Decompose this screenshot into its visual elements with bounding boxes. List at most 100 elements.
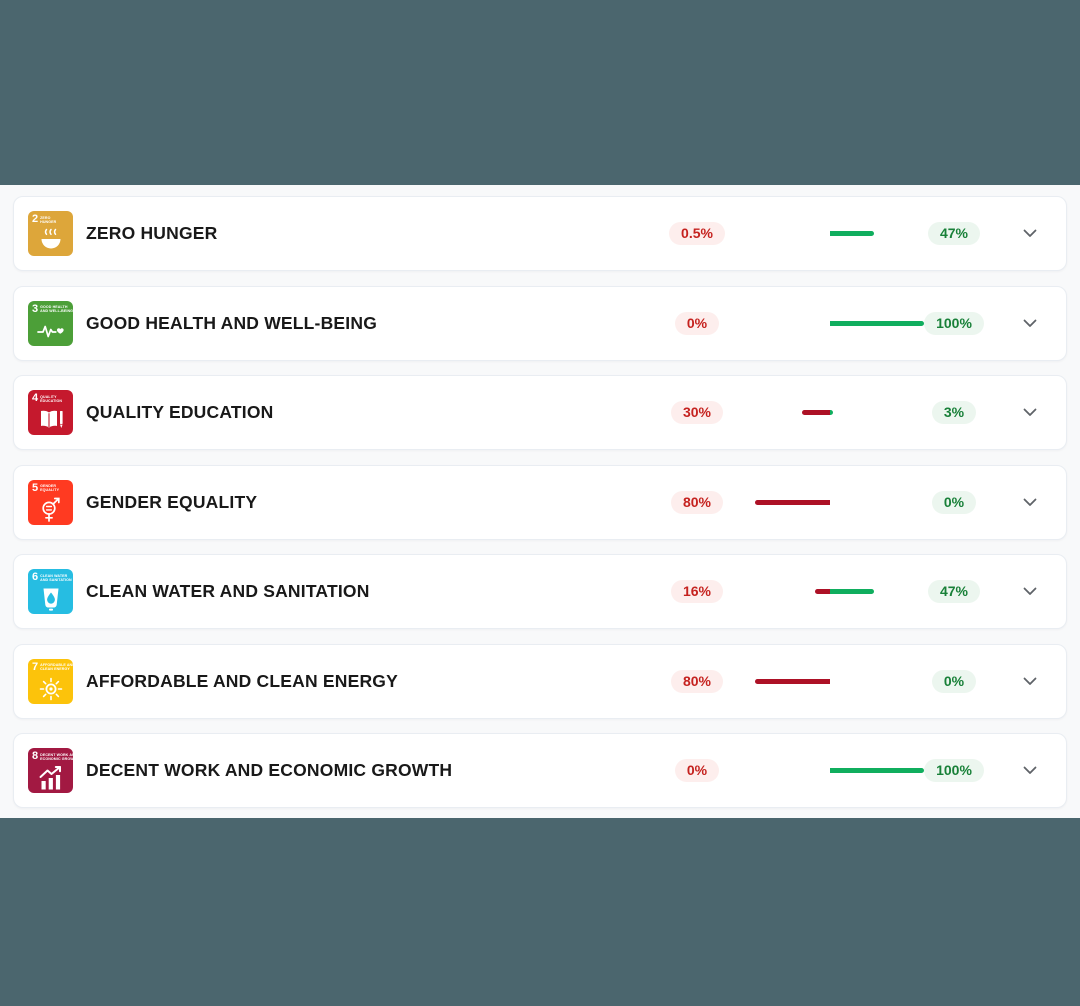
negative-bar-track: [736, 410, 830, 415]
chevron-down-icon: [1023, 229, 1037, 237]
negative-bar-segment: [754, 678, 830, 684]
progress-bar: [736, 645, 924, 718]
negative-percent-column: 30%: [649, 376, 745, 449]
expand-row-button[interactable]: [1014, 197, 1046, 270]
chevron-down-icon: [1023, 498, 1037, 506]
sdg-number: 8: [32, 750, 39, 762]
negative-percent-badge: 30%: [670, 401, 724, 424]
positive-percent-column: 100%: [906, 287, 1002, 360]
expand-row-button[interactable]: [1014, 466, 1046, 539]
positive-percent-column: 0%: [906, 466, 1002, 539]
progress-bar: [736, 466, 924, 539]
positive-percent-badge: 100%: [924, 311, 984, 335]
sdg-goal-row[interactable]: 4 QUALITY EDUCATION QUALITY EDUCATION 30%…: [13, 375, 1067, 450]
sdg-pictogram-icon: [36, 407, 66, 433]
negative-percent-column: 0%: [649, 734, 745, 807]
sdg-goal-row[interactable]: 7 AFFORDABLE AND CLEAN ENERGY AFFORDABLE …: [13, 643, 1067, 719]
positive-bar-segment: [830, 231, 875, 236]
expand-row-button[interactable]: [1014, 287, 1046, 360]
chevron-down-icon: [1023, 766, 1037, 774]
sdg-number: 2: [32, 213, 39, 225]
sdg-pictogram-icon: [36, 497, 66, 523]
goal-title: CLEAN WATER AND SANITATION: [86, 581, 370, 601]
progress-bar: [736, 376, 924, 449]
sdg-pictogram-icon: [36, 676, 66, 702]
negative-percent-column: 80%: [649, 466, 745, 539]
sdg-icon-label: GOOD HEALTH AND WELL-BEING: [40, 305, 73, 314]
negative-percent-column: 80%: [649, 645, 745, 718]
positive-percent-badge: 0%: [931, 669, 977, 693]
negative-bar-track: [736, 678, 830, 684]
negative-percent-badge: 0%: [674, 759, 720, 782]
negative-bar-track: [736, 231, 830, 236]
negative-percent-column: 16%: [649, 555, 745, 628]
positive-bar-track: [830, 320, 924, 326]
negative-percent-badge: 16%: [670, 580, 724, 603]
sdg-goal-row[interactable]: 3 GOOD HEALTH AND WELL-BEING GOOD HEALTH …: [13, 285, 1067, 361]
positive-percent-column: 100%: [906, 734, 1002, 807]
negative-percent-badge: 0%: [674, 311, 720, 335]
negative-percent-column: 0.5%: [649, 197, 745, 270]
positive-percent-badge: 47%: [927, 222, 981, 245]
negative-bar-track: [736, 589, 830, 594]
negative-percent-badge: 0.5%: [669, 222, 725, 245]
negative-percent-badge: 80%: [670, 490, 724, 514]
sdg-pictogram-icon: [36, 318, 66, 344]
negative-bar-track: [736, 768, 830, 773]
sdg-number: 7: [32, 660, 39, 673]
negative-bar-track: [736, 321, 830, 326]
expand-row-button[interactable]: [1014, 734, 1046, 807]
sdg-number: 5: [32, 481, 39, 494]
positive-percent-column: 0%: [906, 645, 1002, 718]
bottom-band: [0, 818, 1080, 1006]
sdg-icon-label: AFFORDABLE AND CLEAN ENERGY: [40, 663, 73, 672]
expand-row-button[interactable]: [1014, 555, 1046, 628]
negative-percent-badge: 80%: [670, 669, 724, 693]
positive-percent-badge: 3%: [931, 401, 977, 424]
expand-row-button[interactable]: [1014, 645, 1046, 718]
progress-bar: [736, 197, 924, 270]
positive-percent-badge: 0%: [931, 490, 977, 514]
negative-percent-column: 0%: [649, 287, 745, 360]
positive-percent-column: 47%: [906, 197, 1002, 270]
positive-percent-column: 3%: [906, 376, 1002, 449]
progress-bar: [736, 734, 924, 807]
sdg-3-icon: 3 GOOD HEALTH AND WELL-BEING: [28, 300, 73, 346]
sdg-pictogram-icon: [36, 765, 66, 791]
goal-title: DECENT WORK AND ECONOMIC GROWTH: [86, 760, 453, 780]
goal-title: ZERO HUNGER: [86, 223, 218, 243]
sdg-pictogram-icon: [36, 228, 66, 254]
chevron-down-icon: [1023, 319, 1037, 327]
sdg-number: 4: [32, 392, 39, 404]
sdg-icon-label: GENDER EQUALITY: [40, 484, 60, 493]
sdg-7-icon: 7 AFFORDABLE AND CLEAN ENERGY: [28, 658, 73, 704]
chevron-down-icon: [1023, 677, 1037, 685]
sdg-2-icon: 2 ZERO HUNGER: [28, 211, 73, 256]
positive-bar-track: [830, 589, 924, 594]
sdg-goal-row[interactable]: 2 ZERO HUNGER ZERO HUNGER 0.5% 47%: [13, 196, 1067, 271]
positive-bar-segment: [830, 768, 924, 773]
sdg-pictogram-icon: [36, 586, 66, 612]
sdg-icon-label: CLEAN WATER AND SANITATION: [40, 573, 72, 582]
positive-percent-badge: 47%: [927, 580, 981, 603]
positive-percent-badge: 100%: [924, 759, 984, 782]
sdg-4-icon: 4 QUALITY EDUCATION: [28, 390, 73, 435]
progress-bar: [736, 287, 924, 360]
expand-row-button[interactable]: [1014, 376, 1046, 449]
sdg-goal-list: 2 ZERO HUNGER ZERO HUNGER 0.5% 47%: [0, 196, 1080, 823]
sdg-icon-label: QUALITY EDUCATION: [40, 394, 63, 403]
positive-bar-track: [830, 768, 924, 773]
sdg-number: 6: [32, 571, 39, 583]
positive-bar-segment: [830, 589, 875, 594]
progress-bar: [736, 555, 924, 628]
sdg-number: 3: [32, 302, 39, 315]
sdg-goal-row[interactable]: 6 CLEAN WATER AND SANITATION CLEAN WATER …: [13, 554, 1067, 629]
negative-bar-track: [736, 499, 830, 505]
goal-title: GENDER EQUALITY: [86, 491, 258, 512]
sdg-goal-row[interactable]: 5 GENDER EQUALITY GENDER EQUALITY 80% 0%: [13, 464, 1067, 540]
negative-bar-segment: [814, 589, 830, 594]
sdg-6-icon: 6 CLEAN WATER AND SANITATION: [28, 569, 73, 614]
